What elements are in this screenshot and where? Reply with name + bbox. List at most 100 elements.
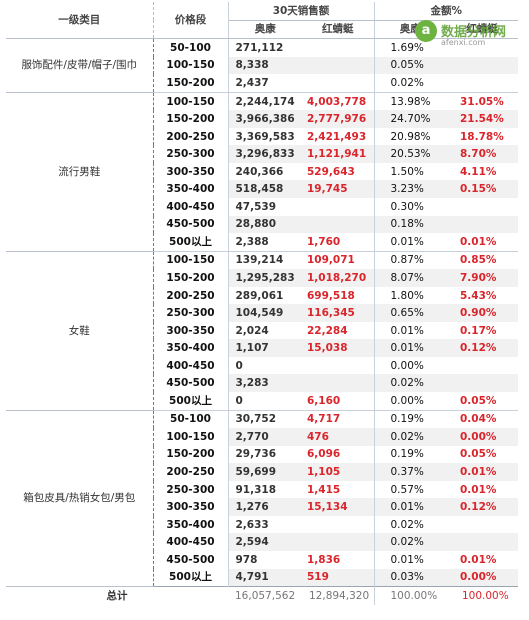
redq-sales-cell — [302, 356, 375, 375]
total-redq: 12,894,320 — [302, 586, 375, 605]
category-cell: 箱包皮具/热销女包/男包 — [6, 409, 154, 588]
price-range-cell: 250-300 — [153, 480, 229, 499]
table-row: 250-300 3,296,833 1,121,941 20.53% 8.70% — [6, 145, 518, 163]
redq-sales-cell — [302, 374, 375, 393]
redq-share-cell: 0.01% — [446, 463, 518, 481]
table-row: 350-400 1,107 15,038 0.01% 0.12% — [6, 339, 518, 357]
price-range-cell: 250-300 — [153, 145, 229, 163]
aokang-sales-cell: 8,338 — [228, 56, 302, 75]
aokang-share-cell: 0.02% — [390, 518, 424, 531]
redq-sales-cell: 1,760 — [302, 233, 375, 252]
aokang-share-cell: 0.01% — [374, 498, 446, 516]
aokang-share-cell: 0.01% — [390, 324, 424, 337]
redq-sales-cell: 4,003,778 — [302, 91, 375, 111]
price-range-cell: 350-400 — [153, 515, 229, 534]
aokang-share-cell: 0.02% — [390, 76, 424, 89]
price-range-cell: 100-150 — [153, 91, 229, 111]
aokang-share-cell: 1.50% — [390, 165, 424, 178]
price-range-cell: 300-350 — [153, 321, 229, 340]
price-range-cell: 400-450 — [153, 533, 229, 551]
table-row: 450-500 978 1,836 0.01% 0.01% — [6, 550, 518, 569]
category-cell: 服饰配件/皮带/帽子/围巾 — [6, 38, 154, 93]
redq-share-cell: 0.90% — [446, 304, 518, 322]
aokang-sales-cell: 3,966,386 — [228, 110, 302, 128]
price-range-cell: 450-500 — [153, 215, 229, 234]
total-aokang-pct: 100.00% — [374, 586, 446, 605]
redq-share-cell: 0.00% — [446, 428, 518, 446]
aokang-share-cell: 0.02% — [374, 428, 446, 446]
header-aokang: 奥康 — [228, 20, 302, 40]
price-range-cell: 150-200 — [153, 110, 229, 128]
aokang-share-cell: 0.01% — [390, 235, 424, 248]
price-range-cell: 450-500 — [153, 374, 229, 393]
aokang-sales-cell: 518,458 — [228, 180, 302, 199]
aokang-sales-cell: 1,276 — [228, 498, 302, 516]
category-cell: 女鞋 — [6, 250, 154, 411]
aokang-share-cell: 0.01% — [374, 339, 446, 357]
redq-share-cell: 7.90% — [446, 269, 518, 287]
redq-sales-cell — [302, 56, 375, 75]
table-row: 350-400 518,458 19,745 3.23% 0.15% — [6, 180, 518, 199]
redq-share-cell: 31.05% — [446, 91, 518, 111]
total-aokang: 16,057,562 — [228, 586, 302, 605]
price-range-cell: 150-200 — [153, 269, 229, 287]
redq-share-cell: 0.04% — [446, 409, 518, 429]
price-range-cell: 500以上 — [153, 233, 229, 252]
price-range-cell: 200-250 — [153, 127, 229, 146]
table-row: 300-350 240,366 529,643 1.50% 4.11% — [6, 162, 518, 181]
redq-sales-cell — [302, 38, 375, 57]
redq-share-cell: 18.78% — [460, 130, 504, 143]
header-redq: 红蜻蜓 — [302, 20, 375, 40]
header-row-top: 一级类目 价格段 30天销售额 金额% — [6, 2, 518, 40]
redq-share-cell: 0.17% — [460, 324, 497, 337]
redq-share-cell: 0.00% — [446, 568, 518, 587]
price-range-cell: 250-300 — [153, 304, 229, 322]
redq-sales-cell: 15,134 — [302, 498, 375, 516]
redq-sales-cell: 15,038 — [302, 339, 375, 357]
aokang-share-cell: 0.37% — [374, 463, 446, 481]
price-range-cell: 400-450 — [153, 198, 229, 216]
price-range-cell: 400-450 — [153, 356, 229, 375]
redq-sales-cell: 4,717 — [302, 409, 375, 429]
table-row: 箱包皮具/热销女包/男包 50-100 30,752 4,717 0.19% 0.04% — [6, 409, 518, 588]
aokang-share-cell: 20.98% — [390, 130, 431, 143]
header-category: 一级类目 — [6, 2, 154, 40]
aokang-sales-cell: 2,388 — [235, 235, 269, 248]
redq-share-cell: 0.15% — [446, 180, 518, 199]
redq-share-cell — [446, 533, 518, 551]
redq-share-cell — [446, 38, 518, 57]
aokang-share-cell: 1.69% — [374, 38, 446, 57]
table-row: 150-200 1,295,283 1,018,270 8.07% 7.90% — [6, 269, 518, 287]
aokang-share-cell: 0.03% — [374, 568, 446, 587]
table-row: 450-500 28,880 0.18% — [6, 215, 518, 234]
table-row: 150-200 29,736 6,096 0.19% 0.05% — [6, 445, 518, 464]
table-row: 服饰配件/皮带/帽子/围巾 50-100 271,112 1.69% — [6, 38, 518, 93]
price-range-cell: 150-200 — [153, 445, 229, 464]
aokang-sales-cell: 104,549 — [228, 304, 302, 322]
redq-sales-cell: 519 — [302, 568, 375, 587]
aokang-sales-cell: 2,594 — [228, 533, 302, 551]
price-range-cell: 100-150 — [153, 428, 229, 446]
redq-sales-cell: 2,421,493 — [302, 127, 375, 146]
redq-share-cell: 0.01% — [460, 235, 497, 248]
category-cell: 流行男鞋 — [6, 91, 154, 252]
redq-sales-cell: 22,284 — [302, 321, 375, 340]
redq-share-cell: 0.05% — [460, 448, 497, 461]
aokang-share-cell: 0.19% — [374, 409, 446, 429]
redq-sales-cell: 1,018,270 — [302, 269, 375, 287]
aokang-share-cell: 0.65% — [374, 304, 446, 322]
total-label: 总计 — [6, 586, 228, 605]
table-row: 100-150 8,338 0.05% — [6, 56, 518, 75]
price-range-cell: 50-100 — [153, 38, 229, 57]
aokang-sales-cell: 59,699 — [228, 463, 302, 481]
aokang-share-cell: 1.80% — [390, 289, 424, 302]
redq-sales-cell: 6,160 — [302, 392, 375, 411]
aokang-sales-cell: 28,880 — [228, 215, 302, 234]
table-row: 300-350 2,024 22,284 0.01% 0.17% — [6, 321, 518, 340]
aokang-sales-cell: 47,539 — [235, 200, 277, 213]
aokang-sales-cell: 978 — [235, 553, 258, 566]
redq-share-cell — [446, 357, 518, 375]
table-row: 400-450 47,539 0.30% — [6, 198, 518, 216]
table-body: 服饰配件/皮带/帽子/围巾 50-100 271,112 1.69% 100-150 8,… — [6, 38, 518, 588]
table-row: 250-300 104,549 116,345 0.65% 0.90% — [6, 304, 518, 322]
